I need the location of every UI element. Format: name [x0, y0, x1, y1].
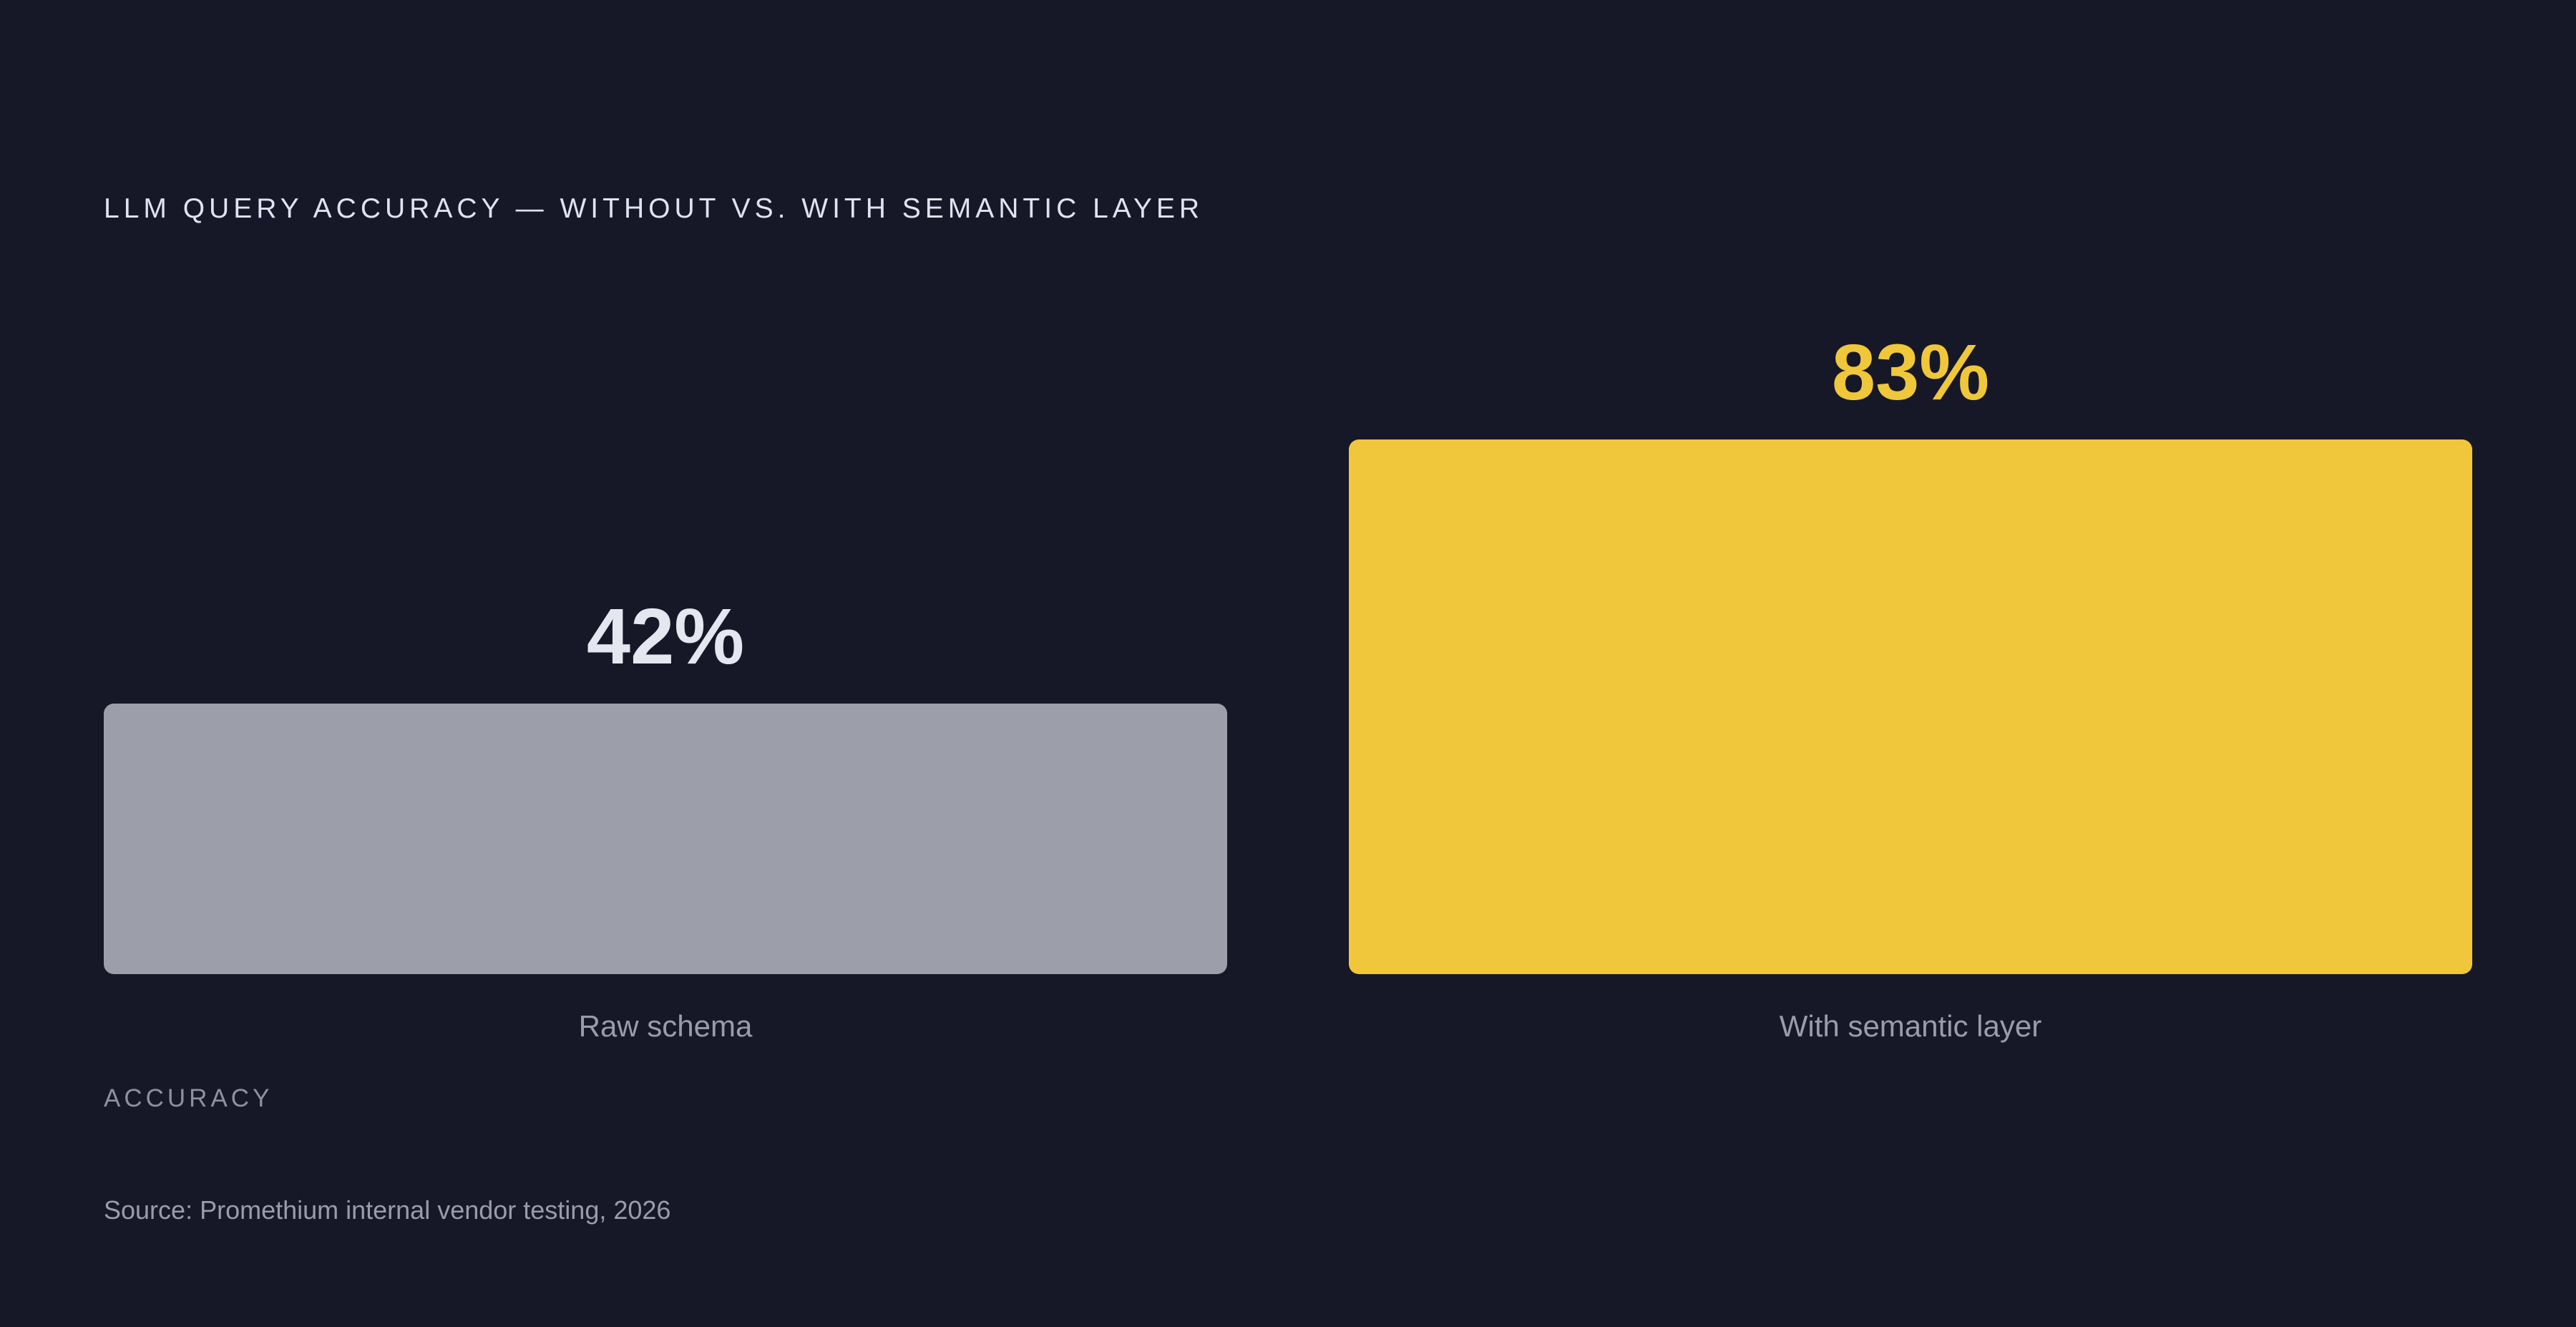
bar: [104, 704, 1227, 974]
x-tick-label: Raw schema: [579, 1009, 753, 1043]
value-label: 83%: [1832, 329, 1989, 417]
y-axis-label: ACCURACY: [104, 1084, 273, 1112]
source-note: Source: Promethium internal vendor testi…: [104, 1195, 670, 1225]
value-label: 42%: [587, 593, 744, 681]
x-tick-label: With semantic layer: [1780, 1009, 2041, 1043]
chart-title: LLM QUERY ACCURACY — WITHOUT VS. WITH SE…: [104, 193, 1204, 224]
bar: [1349, 439, 2472, 974]
